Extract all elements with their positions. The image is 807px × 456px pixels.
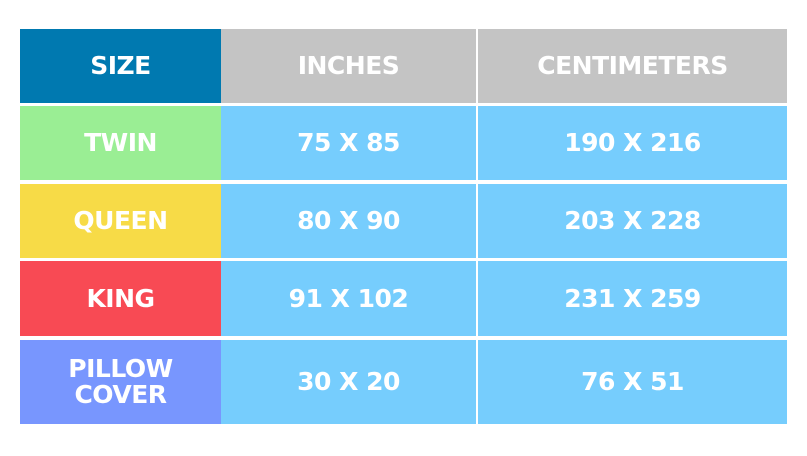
header-centimeters: CENTIMETERS (478, 29, 787, 103)
row-centimeters: 203 X 228 (478, 184, 787, 258)
row-centimeters: 190 X 216 (478, 106, 787, 180)
header-size: SIZE (20, 29, 221, 103)
row-centimeters: 76 X 51 (478, 340, 787, 424)
row-inches: 91 X 102 (221, 261, 476, 336)
row-inches: 30 X 20 (221, 340, 476, 424)
row-centimeters: 231 X 259 (478, 261, 787, 336)
row-inches: 80 X 90 (221, 184, 476, 258)
row-size-label: KING (20, 261, 221, 336)
row-size-label: TWIN (20, 106, 221, 180)
header-inches: INCHES (221, 29, 476, 103)
row-size-label: QUEEN (20, 184, 221, 258)
row-inches: 75 X 85 (221, 106, 476, 180)
row-size-label: PILLOW COVER (20, 340, 221, 424)
